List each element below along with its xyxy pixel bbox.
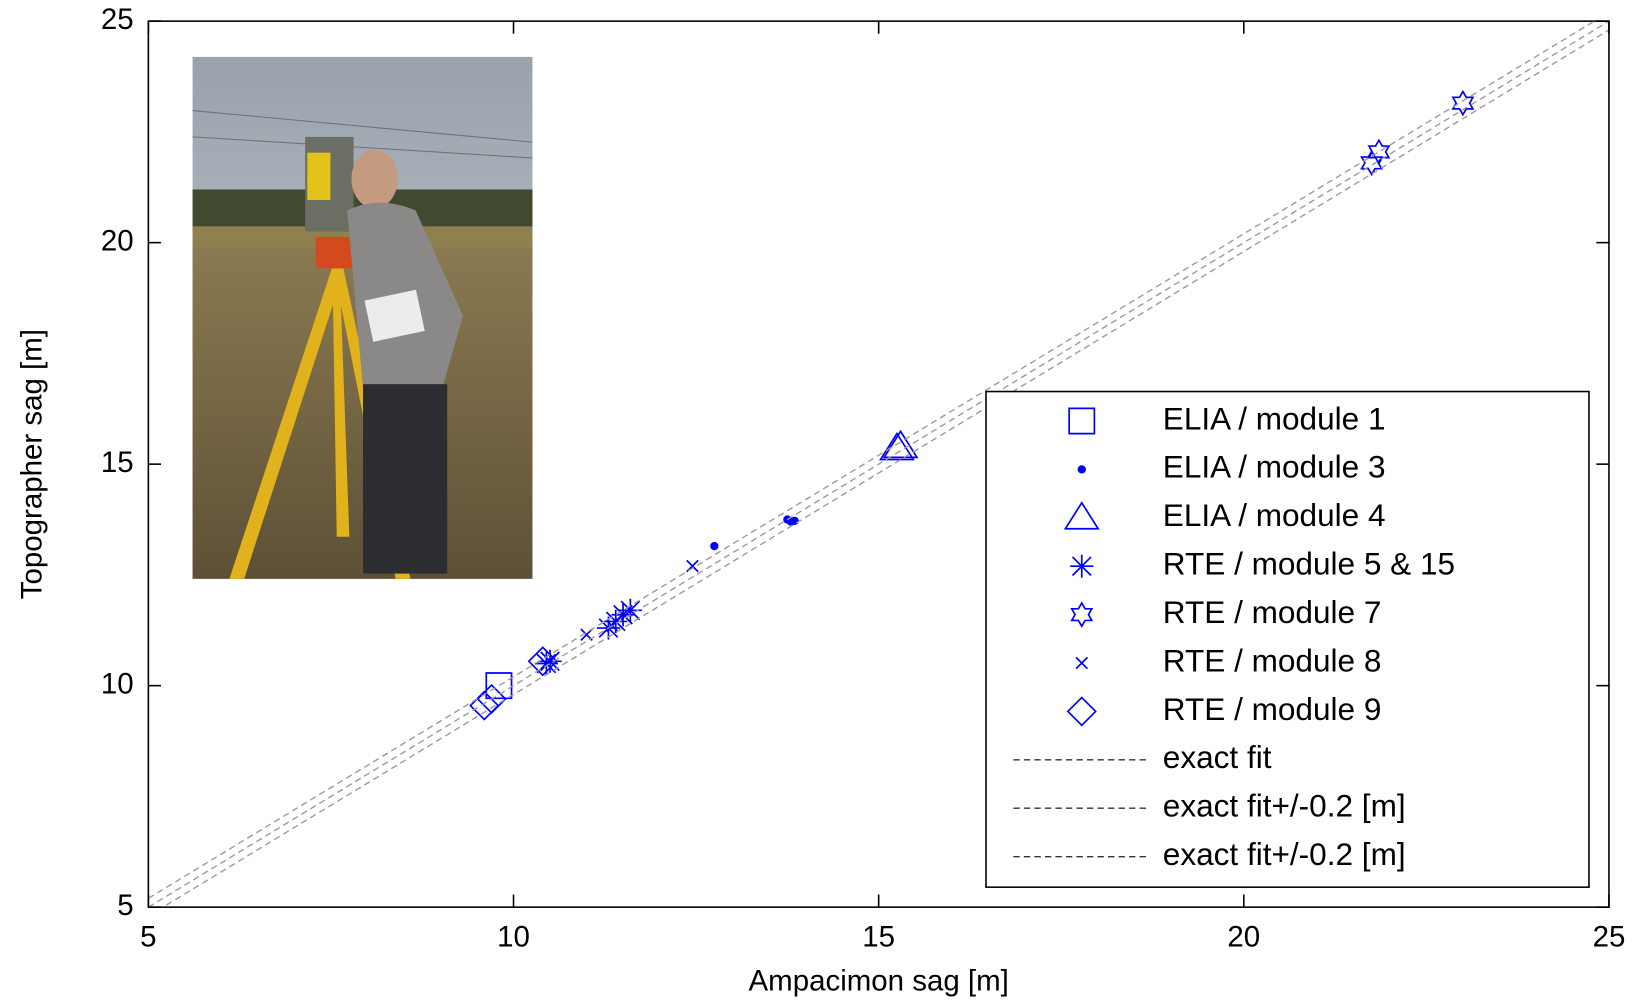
- x-tick-label: 10: [497, 921, 530, 954]
- x-tick-label: 20: [1227, 921, 1260, 954]
- data-point: [1451, 89, 1475, 117]
- fit-line: [161, 29, 1609, 908]
- data-point: [878, 432, 915, 461]
- data-point: [527, 646, 558, 677]
- legend-marker: [1063, 501, 1100, 530]
- legend-label: RTE / module 9: [1163, 691, 1382, 727]
- data-point: [469, 690, 500, 721]
- y-tick-label: 15: [101, 446, 134, 479]
- y-tick-label: 10: [101, 667, 134, 700]
- legend-entry: RTE / module 8: [1075, 642, 1382, 678]
- legend-box: [985, 390, 1590, 888]
- legend-marker: [1077, 465, 1086, 474]
- legend-marker: [1066, 696, 1097, 727]
- legend-marker: [1068, 407, 1096, 435]
- legend-marker: [1075, 656, 1089, 670]
- data-point: [710, 542, 719, 551]
- legend-entry: ELIA / module 3: [1077, 449, 1386, 485]
- y-tick-label: 25: [101, 3, 134, 36]
- y-tick-label: 20: [101, 224, 134, 257]
- legend-label: ELIA / module 4: [1163, 497, 1386, 533]
- x-tick-label: 5: [140, 921, 156, 954]
- legend-marker: [1070, 554, 1094, 578]
- legend-entry: ELIA / module 4: [1063, 497, 1386, 533]
- data-point: [476, 683, 507, 715]
- fit-line: [148, 21, 1596, 899]
- fit-line: [148, 21, 1609, 908]
- plot-area: [148, 21, 1609, 908]
- data-point: [538, 649, 562, 673]
- y-tick-label: 5: [117, 889, 133, 922]
- y-axis-label: Topographer sag [m]: [15, 329, 48, 599]
- x-tick-label: 25: [1593, 921, 1626, 954]
- x-tick-label: 15: [862, 921, 895, 954]
- x-axis-label: Ampacimon sag [m]: [749, 965, 1009, 998]
- legend-marker: [1070, 601, 1094, 628]
- legend-label: ELIA / module 3: [1163, 449, 1386, 485]
- legend-entry: exact fit+/-0.2 [m]: [1013, 788, 1406, 824]
- data-point: [611, 603, 635, 627]
- legend-entry: RTE / module 7: [1070, 594, 1382, 630]
- legend-entry: RTE / module 9: [1066, 691, 1382, 727]
- legend-entry: exact fit: [1013, 739, 1272, 775]
- legend-label: ELIA / module 1: [1163, 400, 1386, 436]
- data-point: [1367, 138, 1391, 166]
- data-point: [618, 598, 642, 622]
- legend-label: RTE / module 5 & 15: [1163, 546, 1455, 582]
- data-point: [882, 429, 919, 459]
- photo: [192, 56, 533, 579]
- legend-label: exact fit+/-0.2 [m]: [1163, 788, 1406, 824]
- legend-entry: exact fit+/-0.2 [m]: [1013, 836, 1406, 872]
- legend-entry: ELIA / module 1: [1068, 400, 1386, 436]
- data-point: [534, 651, 558, 676]
- legend-entry: RTE / module 5 & 15: [1070, 546, 1455, 582]
- legend-label: RTE / module 7: [1163, 594, 1382, 630]
- legend-label: exact fit+/-0.2 [m]: [1163, 836, 1406, 872]
- legend-label: RTE / module 8: [1163, 642, 1382, 678]
- legend: ELIA / module 1 ELIA / module 3 ELIA / mod…: [1013, 400, 1455, 872]
- legend-label: exact fit: [1163, 739, 1272, 775]
